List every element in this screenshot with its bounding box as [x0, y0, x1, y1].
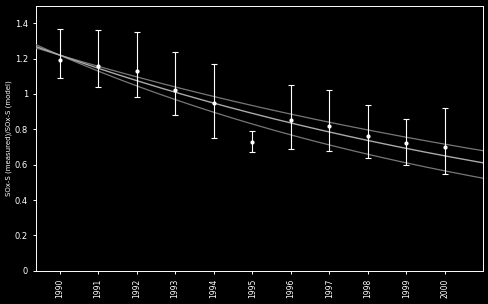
Y-axis label: SOx-S (measured)/SOx-S (model): SOx-S (measured)/SOx-S (model) [5, 80, 12, 196]
